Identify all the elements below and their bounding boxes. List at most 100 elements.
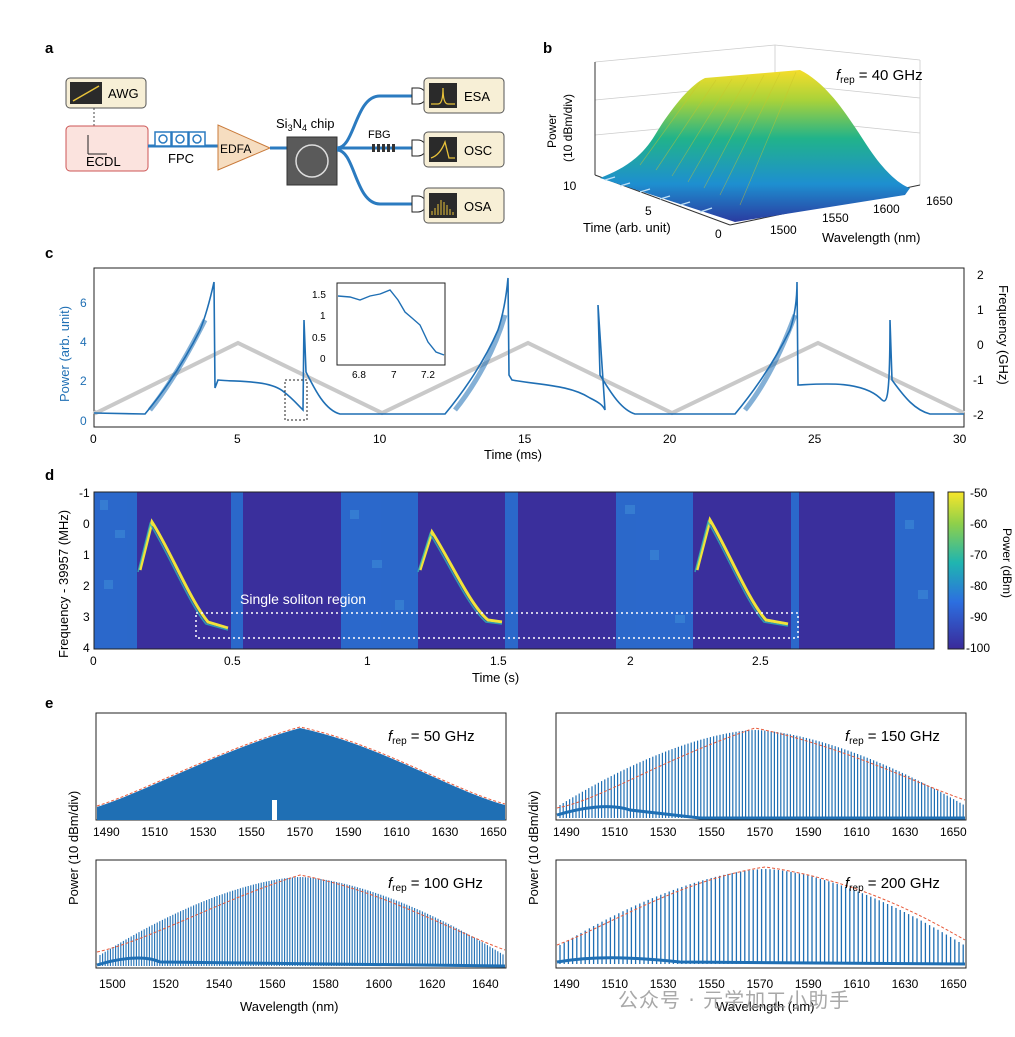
- e-x-tick: 1640: [472, 977, 499, 991]
- panel-label-c: c: [45, 245, 53, 262]
- c-inset: 1.5 1 0.5 0 6.8 7 7.2: [312, 282, 446, 381]
- cbar-tick: -100: [966, 641, 990, 655]
- e-ylabel-right: Power (10 dBm/div): [526, 791, 541, 905]
- e-x-tick: 1610: [843, 977, 870, 991]
- inset-y-tick: 1.5: [312, 290, 326, 301]
- fbg-icon: [372, 144, 395, 152]
- fpc-label: FPC: [168, 151, 194, 166]
- e-ylabel-left: Power (10 dBm/div): [66, 791, 81, 905]
- c-x-tick: 10: [373, 432, 387, 446]
- e-plot-150ghz: frep = 150 GHz 1490 1510 1530 1550 1570 1590 1…: [553, 712, 967, 839]
- b-time-tick: 10: [563, 179, 577, 193]
- e-x-tick: 1580: [312, 977, 339, 991]
- e-x-tick: 1530: [190, 825, 217, 839]
- e-x-tick: 1500: [99, 977, 126, 991]
- d-y-tick: 0: [83, 517, 90, 531]
- cbar-tick: -50: [970, 486, 988, 500]
- esa-label: ESA: [464, 89, 490, 104]
- c-ylabel-left: Power (arb. unit): [57, 306, 72, 402]
- panel-a: a AWG ECDL FPC EDFA Si3N4 chip: [45, 40, 505, 224]
- inset-y-tick: 0.5: [312, 333, 326, 344]
- c-yr-tick: 1: [977, 303, 984, 317]
- c-xlabel: Time (ms): [484, 447, 542, 462]
- b-wl-tick: 1650: [926, 194, 953, 208]
- d-y-tick: -1: [79, 486, 90, 500]
- c-yr-tick: 2: [977, 268, 984, 282]
- watermark: 公众号 · 元学加工小助手: [618, 988, 851, 1012]
- e-x-tick: 1630: [432, 825, 459, 839]
- e-frep-200: frep = 200 GHz: [845, 875, 940, 894]
- b-wl-tick: 1600: [873, 202, 900, 216]
- cbar-tick: -70: [970, 548, 988, 562]
- panel-e: e frep = 50 GHz 1490 1510 1530 1550 1570 1590…: [45, 695, 967, 1014]
- e-x-tick: 1610: [383, 825, 410, 839]
- c-power-trace: [93, 277, 964, 415]
- d-x-tick: 2: [627, 654, 634, 668]
- panel-label-e: e: [45, 695, 53, 712]
- e-plot-50ghz: frep = 50 GHz 1490 1510 1530 1550 1570 1590 16…: [93, 712, 507, 839]
- e-x-tick: 1550: [698, 825, 725, 839]
- c-x-tick: 30: [953, 432, 967, 446]
- d-x-tick: 0: [90, 654, 97, 668]
- c-x-tick: 15: [518, 432, 532, 446]
- panel-label-d: d: [45, 467, 54, 484]
- c-frequency-trace: [92, 340, 965, 416]
- osa-icon: [429, 193, 457, 218]
- cbar-tick: -90: [970, 610, 988, 624]
- d-x-tick: 0.5: [224, 654, 241, 668]
- e-x-tick: 1610: [843, 825, 870, 839]
- b-wl-tick: 1550: [822, 211, 849, 225]
- e-frep-100: frep = 100 GHz: [388, 875, 483, 894]
- e-x-tick: 1590: [795, 825, 822, 839]
- e-x-tick: 1560: [259, 977, 286, 991]
- waterfall-lines: [639, 71, 797, 206]
- panel-label-b: b: [543, 40, 552, 57]
- b-time-tick: 5: [645, 204, 652, 218]
- e-x-tick: 1490: [553, 825, 580, 839]
- panel-b: b f: [543, 40, 953, 245]
- inset-x-tick: 7: [391, 370, 397, 381]
- panel-c: c 1.5 1 0.5 0 6.8 7 7.2 0 5 10: [45, 245, 1011, 462]
- e-x-tick: 1630: [892, 977, 919, 991]
- b-ylabel-2: (10 dBm/div): [561, 94, 575, 162]
- edfa-amplifier: [217, 124, 272, 171]
- d-soliton-traces: [138, 516, 789, 630]
- osa-label: OSA: [464, 199, 492, 214]
- d-ylabel: Frequency - 39957 (MHz): [56, 510, 71, 658]
- e-x-tick: 1590: [795, 977, 822, 991]
- c-x-tick: 25: [808, 432, 822, 446]
- e-x-tick: 1570: [747, 825, 774, 839]
- e-xlabel-left: Wavelength (nm): [240, 999, 339, 1014]
- c-yr-tick: 0: [977, 338, 984, 352]
- c-x-tick: 5: [234, 432, 241, 446]
- e-xlabel-right: Wavelength (nm): [716, 999, 815, 1014]
- e-plot-100ghz: frep = 100 GHz 1500 1520 1540 1560 1580 1600 1…: [95, 859, 507, 991]
- e-x-tick: 1650: [480, 825, 507, 839]
- chip-icon: [286, 136, 338, 186]
- c-yl-tick: 2: [80, 374, 87, 388]
- e-x-tick: 1570: [747, 977, 774, 991]
- e-x-tick: 1650: [940, 977, 967, 991]
- cbar-tick: -60: [970, 517, 988, 531]
- d-xlabel: Time (s): [472, 670, 519, 685]
- e-frep-50: frep = 50 GHz: [388, 728, 475, 747]
- e-x-tick: 1530: [650, 825, 677, 839]
- b-wl-label: Wavelength (nm): [822, 230, 921, 245]
- waterfall-surface: [600, 70, 910, 222]
- e-x-tick: 1520: [152, 977, 179, 991]
- d-y-tick: 1: [83, 548, 90, 562]
- c-yl-tick: 0: [80, 414, 87, 428]
- d-x-tick: 2.5: [752, 654, 769, 668]
- awg-label: AWG: [108, 86, 139, 101]
- cbar-tick: -80: [970, 579, 988, 593]
- e-x-tick: 1590: [335, 825, 362, 839]
- e-x-tick: 1510: [601, 977, 628, 991]
- e-frep-150: frep = 150 GHz: [845, 728, 940, 747]
- d-colorbar: [947, 491, 965, 650]
- edfa-label: EDFA: [220, 142, 251, 156]
- e-x-tick: 1650: [940, 825, 967, 839]
- e-x-tick: 1600: [365, 977, 392, 991]
- d-y-tick: 2: [83, 579, 90, 593]
- inset-y-tick: 1: [320, 311, 326, 322]
